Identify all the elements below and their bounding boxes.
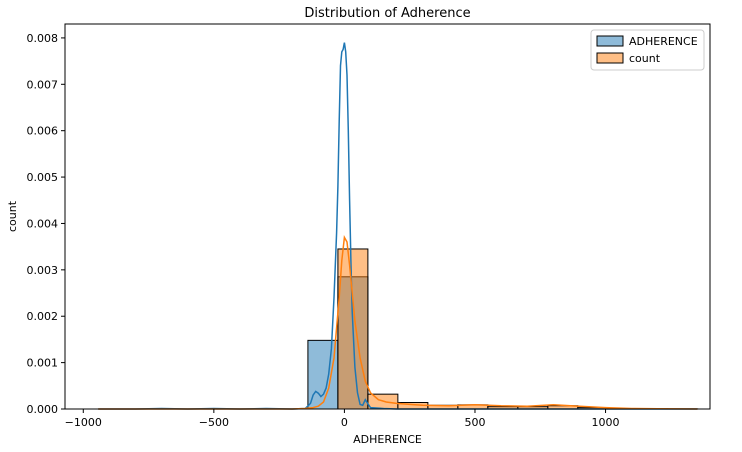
- y-tick-label: 0.007: [27, 78, 59, 91]
- kde-line-adherence: [98, 42, 698, 410]
- y-tick-label: 0.008: [27, 32, 59, 45]
- y-tick-label: 0.001: [27, 357, 59, 370]
- legend-label-adherence: ADHERENCE: [629, 35, 698, 48]
- legend: ADHERENCE count: [590, 29, 705, 71]
- plot-frame: [64, 23, 711, 410]
- x-tick-label: −1000: [65, 416, 102, 429]
- y-tick-label: 0.000: [27, 403, 59, 416]
- y-axis-label: count: [6, 200, 19, 232]
- chart-title: Distribution of Adherence: [304, 6, 470, 21]
- y-tick-label: 0.002: [27, 310, 59, 323]
- x-tick-label: 500: [464, 416, 485, 429]
- x-tick-label: 0: [341, 416, 348, 429]
- x-tick-label: 1000: [592, 416, 620, 429]
- legend-swatch-adherence: [596, 35, 624, 47]
- y-tick-label: 0.005: [27, 171, 59, 184]
- x-tick-label: −500: [199, 416, 229, 429]
- legend-swatch-count: [596, 52, 624, 64]
- x-axis: −1000 −500 0 500 1000: [65, 409, 620, 429]
- x-axis-label: ADHERENCE: [353, 433, 422, 446]
- legend-label-count: count: [629, 52, 661, 65]
- y-tick-label: 0.004: [27, 217, 59, 230]
- y-axis: 0.000 0.001 0.002 0.003 0.004 0.005 0.006 0.007…: [27, 32, 65, 416]
- kde-line-count: [98, 235, 698, 410]
- y-tick-label: 0.003: [27, 264, 59, 277]
- kde-layer: [98, 42, 698, 410]
- y-tick-label: 0.006: [27, 125, 59, 138]
